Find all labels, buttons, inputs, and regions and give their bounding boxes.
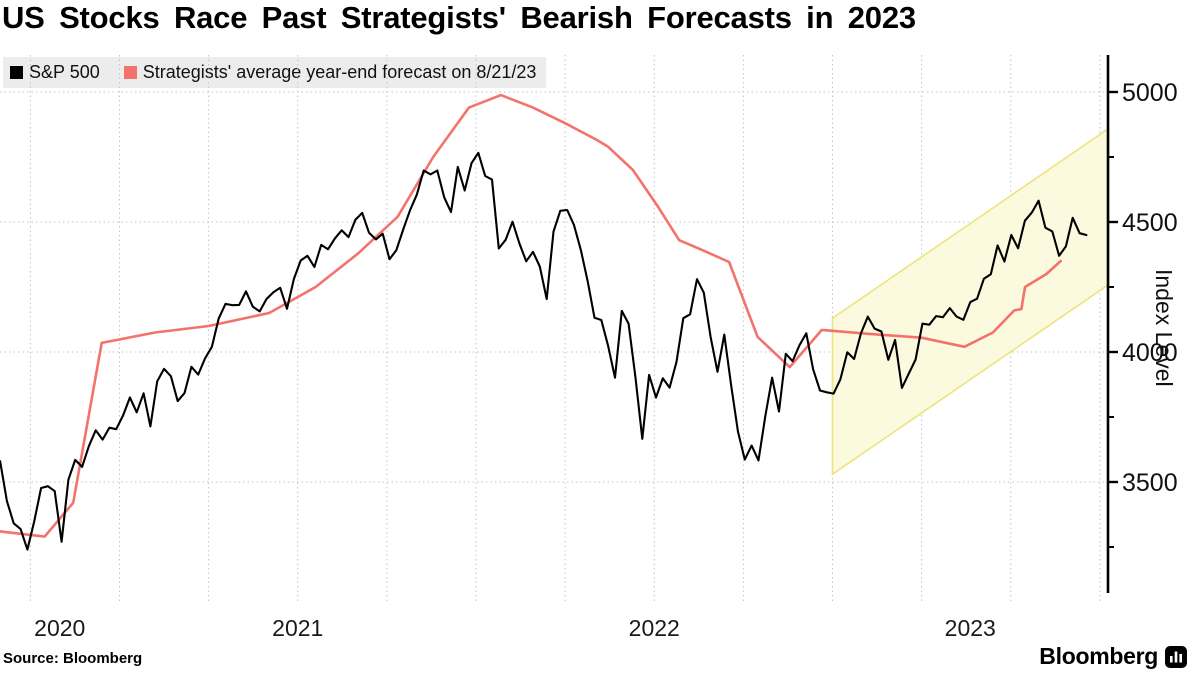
- x-tick-label: 2022: [629, 615, 680, 641]
- sp500-line: [0, 151, 1088, 551]
- legend-item-forecast: Strategists' average year-end forecast o…: [123, 62, 537, 83]
- bloomberg-wordmark: Bloomberg: [1039, 643, 1158, 669]
- chart-title: US Stocks Race Past Strategists' Bearish…: [2, 0, 916, 35]
- y-tick-label: 5000: [1122, 79, 1178, 107]
- legend-item-sp500: S&P 500: [10, 62, 100, 83]
- legend-label-sp500: S&P 500: [29, 62, 100, 82]
- legend-label-forecast: Strategists' average year-end forecast o…: [142, 62, 537, 82]
- forecast-swatch-icon: [123, 66, 137, 79]
- y-axis-title: Index Level: [1151, 269, 1177, 387]
- x-tick-label: 2021: [272, 615, 323, 641]
- bar-chart-icon: [1165, 645, 1187, 668]
- y-tick-label: 4000: [1122, 339, 1178, 367]
- y-tick-label: 4500: [1122, 209, 1178, 237]
- y-tick-label: 3500: [1122, 469, 1178, 497]
- x-tick-label: 2020: [34, 615, 85, 641]
- legend: S&P 500 Strategists' average year-end fo…: [3, 57, 547, 88]
- bloomberg-logo: Bloomberg: [1039, 643, 1187, 670]
- forecast-line: [0, 93, 1062, 538]
- x-tick-label: 2023: [945, 615, 996, 641]
- sp500-swatch-icon: [10, 66, 23, 79]
- source-label: Source: Bloomberg: [3, 650, 143, 667]
